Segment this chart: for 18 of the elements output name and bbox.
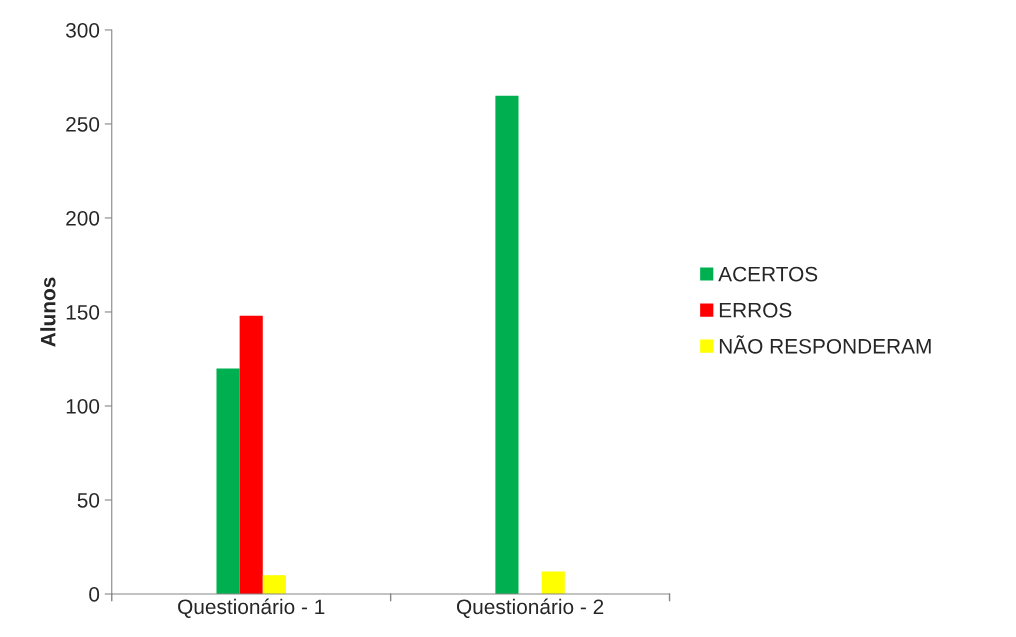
bar (239, 315, 263, 594)
x-tick-label: Questionário - 1 (178, 598, 325, 618)
y-tick-label: 0 (89, 587, 100, 602)
y-tick-label: 150 (66, 304, 100, 320)
y-tick-label: 100 (66, 398, 100, 414)
bar (541, 571, 565, 594)
legend-label: ERROS (719, 302, 792, 318)
y-tick-label: 200 (66, 210, 100, 226)
bar (262, 575, 286, 594)
y-tick-label: 250 (66, 116, 100, 132)
y-tick-label: 50 (77, 492, 100, 508)
x-tick-label: Questionário - 2 (456, 598, 604, 618)
bar (495, 95, 519, 594)
legend-label: ACERTOS (718, 266, 818, 282)
y-axis-title: Alunos (40, 277, 56, 347)
legend-label: NÃO RESPONDERAM (719, 335, 931, 354)
bar (216, 368, 240, 594)
y-tick-label: 300 (65, 22, 100, 38)
